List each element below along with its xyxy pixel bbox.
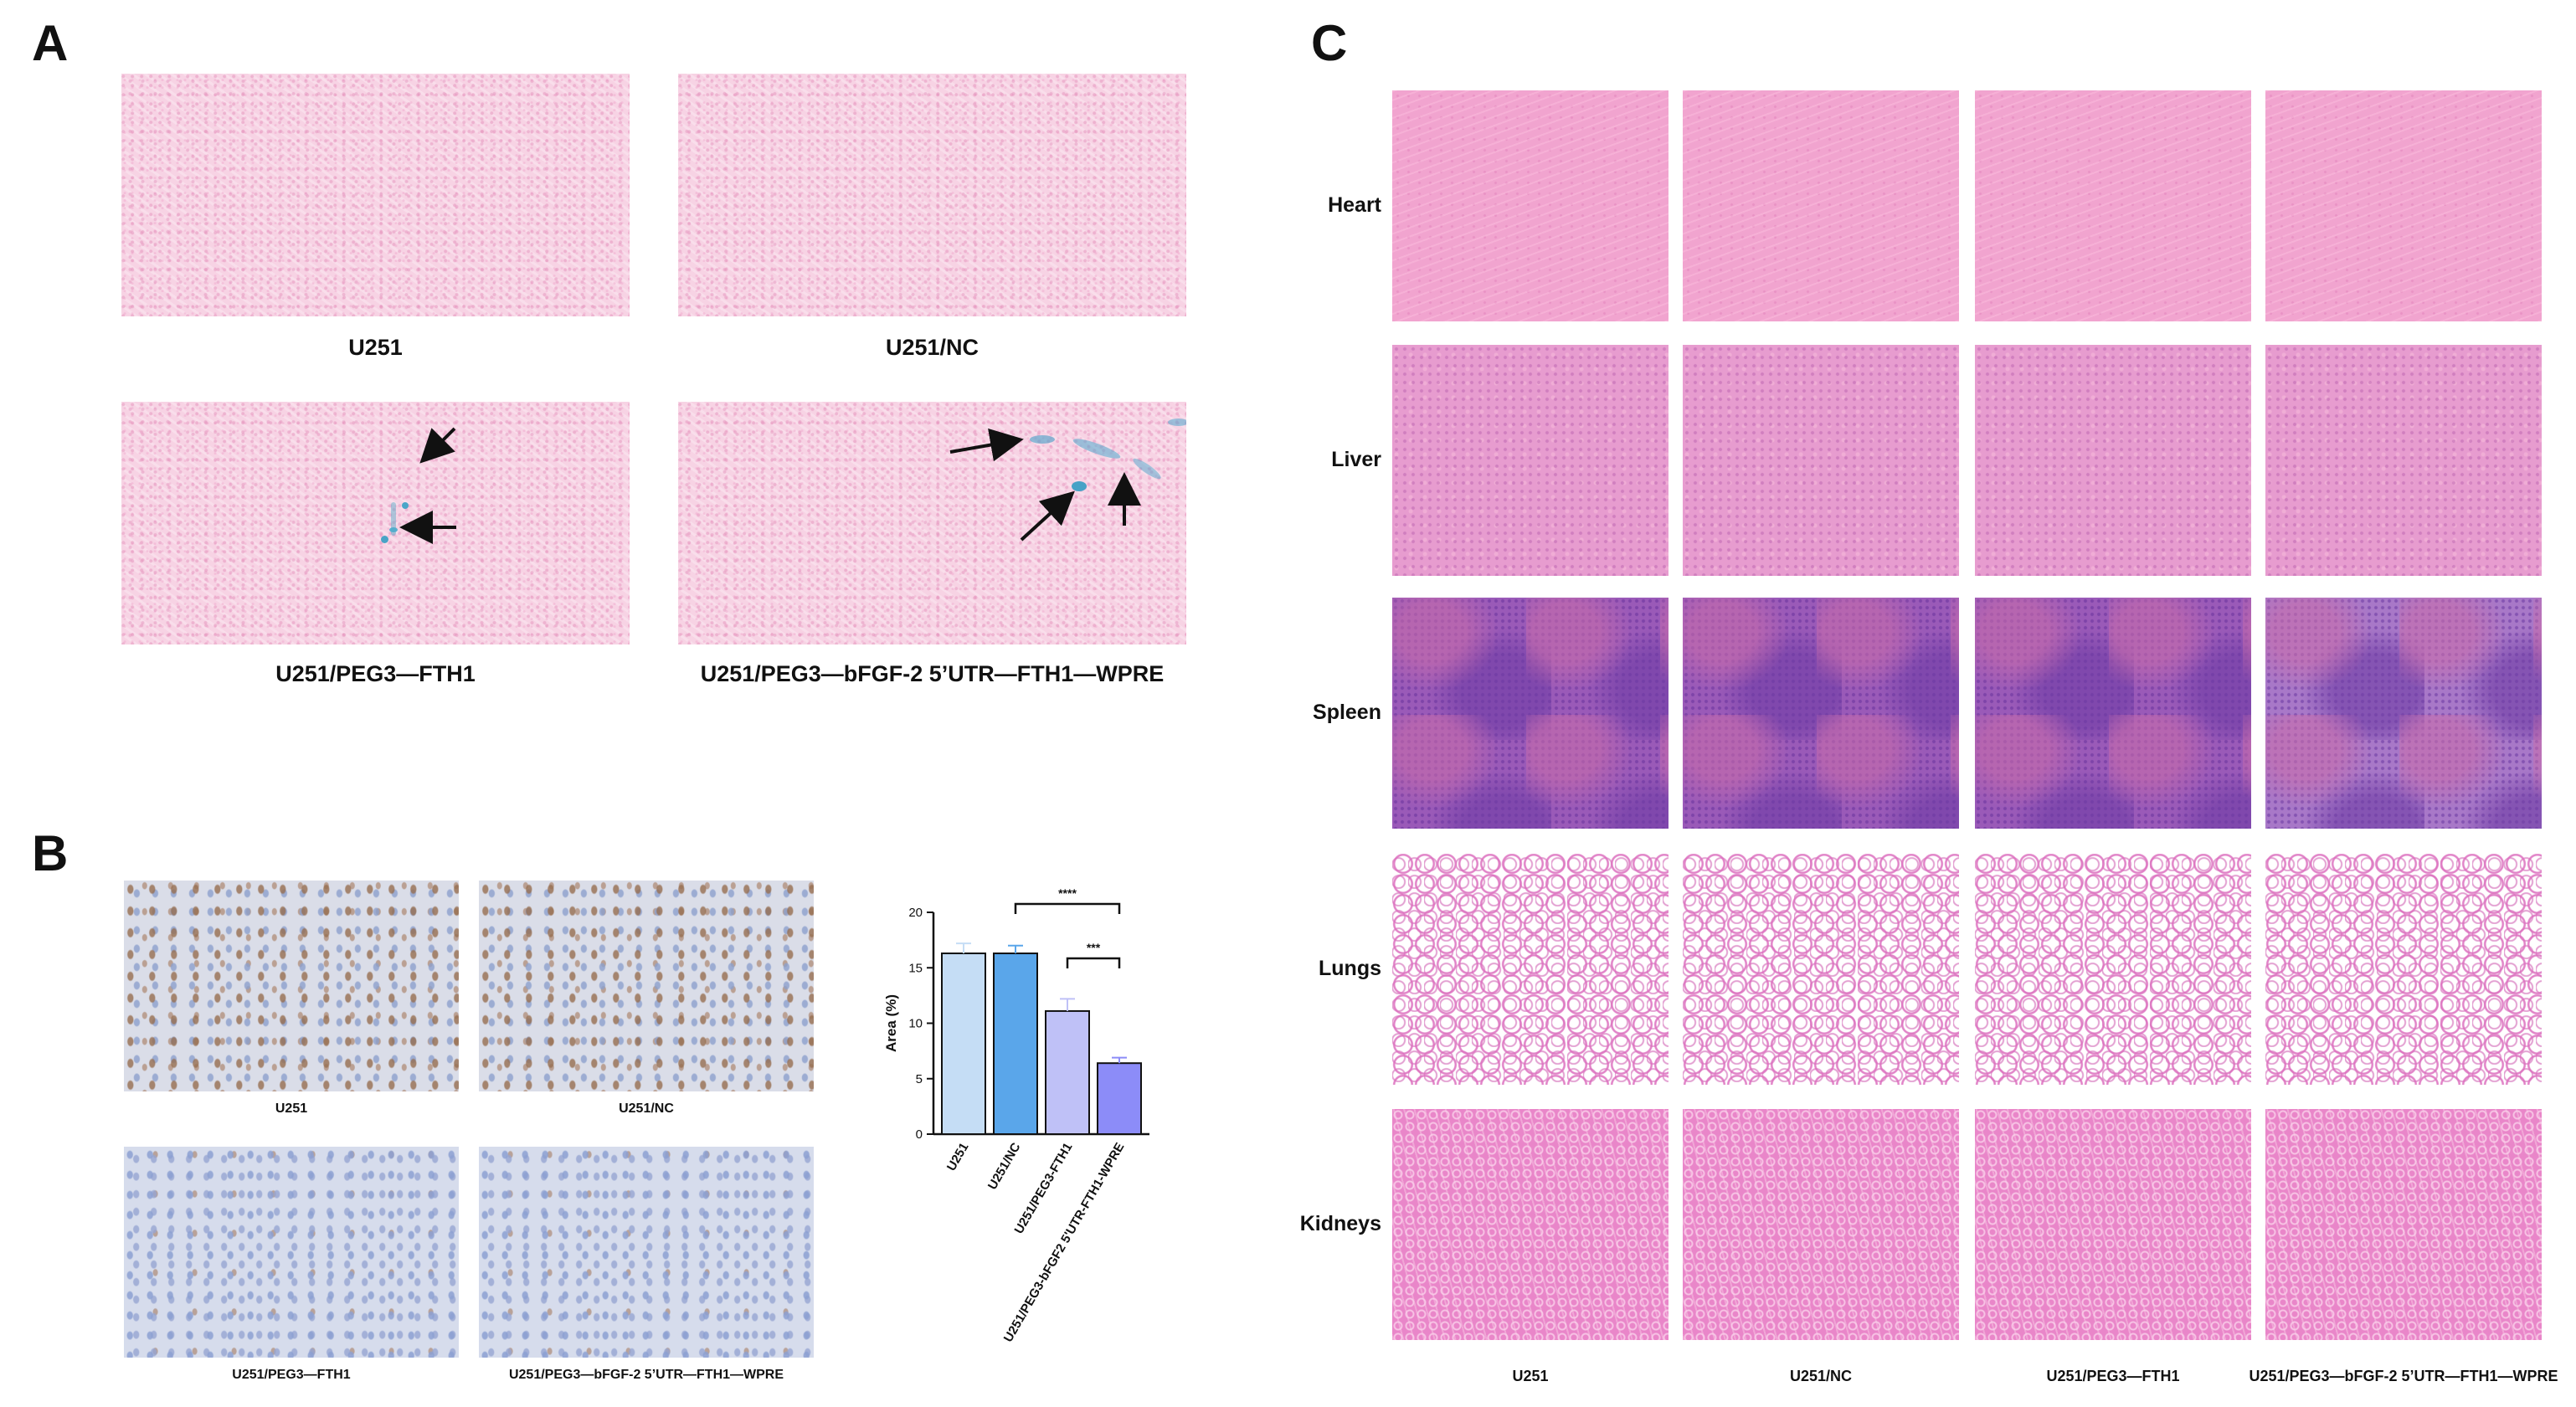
- he-image-lungs-2: [1975, 854, 2251, 1085]
- row-label-lungs: Lungs: [1319, 957, 1381, 980]
- bar-3: [1097, 1062, 1142, 1135]
- caption-b-peg3-fth1: U251/PEG3—FTH1: [232, 1368, 351, 1382]
- prussian-blue-image-peg3-fth1: [121, 402, 630, 644]
- arrow-icon-group: [399, 427, 456, 544]
- significance-bracket-0: [1014, 902, 1121, 914]
- column-caption-2: U251/PEG3—FTH1: [2046, 1368, 2180, 1384]
- y-tick-label: 10: [908, 1017, 923, 1031]
- he-image-lungs-0: [1392, 854, 1668, 1085]
- he-image-spleen-3: [2265, 598, 2542, 829]
- ihc-image-peg3-fth1: [124, 1147, 459, 1358]
- bar-chart-svg: 0 5 10 15 20 Area (%) U251 U251/NCU251/PEG3-FTH…: [883, 886, 1149, 1345]
- caption-a-peg3-fth1: U251/PEG3—FTH1: [275, 661, 476, 686]
- he-image-liver-2: [1975, 345, 2251, 576]
- ihc-image-peg3-bfgf2: [479, 1147, 814, 1358]
- he-image-spleen-0: [1392, 598, 1668, 829]
- panel-label-c: C: [1311, 15, 1348, 71]
- category-label-1: U251/NC: [985, 1140, 1024, 1192]
- y-tick-label: 5: [916, 1072, 923, 1086]
- he-image-liver-0: [1392, 345, 1668, 576]
- arrow-icon-group: [949, 428, 1141, 542]
- he-image-kidneys-3: [2265, 1109, 2542, 1340]
- panel-label-b: B: [32, 825, 69, 881]
- column-caption-1: U251/NC: [1789, 1368, 1853, 1384]
- he-image-liver-1: [1683, 345, 1959, 576]
- row-label-liver: Liver: [1331, 448, 1381, 471]
- significance-label-0: ****: [1058, 886, 1077, 900]
- he-image-liver-3: [2265, 345, 2542, 576]
- caption-b-u251: U251: [275, 1101, 308, 1116]
- bar-0: [941, 953, 986, 1136]
- prussian-blue-image-u251-nc: [678, 74, 1186, 316]
- y-axis-label: Area (%): [883, 994, 899, 1052]
- row-label-kidneys: Kidneys: [1299, 1212, 1381, 1235]
- bar-1: [993, 953, 1038, 1136]
- prussian-blue-image-u251: [121, 74, 630, 316]
- column-caption-0: U251: [1512, 1368, 1549, 1384]
- significance-bracket-1: [1066, 957, 1121, 968]
- y-tick-label: 20: [908, 906, 923, 920]
- ihc-image-u251-nc: [479, 881, 814, 1091]
- he-image-heart-3: [2265, 90, 2542, 321]
- he-image-lungs-1: [1683, 854, 1959, 1085]
- prussian-blue-image-peg3-bfgf2: [678, 402, 1186, 644]
- he-image-kidneys-1: [1683, 1109, 1959, 1340]
- category-label-2: U251/PEG3-FTH1: [1011, 1141, 1075, 1237]
- category-label-0: U251: [944, 1141, 972, 1174]
- ihc-image-u251: [124, 881, 459, 1091]
- he-image-spleen-2: [1975, 598, 2251, 829]
- row-label-spleen: Spleen: [1313, 701, 1381, 724]
- caption-a-peg3-bfgf2: U251/PEG3—bFGF-2 5’UTR—FTH1—WPRE: [700, 661, 1165, 686]
- caption-b-peg3-bfgf2: U251/PEG3—bFGF-2 5’UTR—FTH1—WPRE: [508, 1368, 784, 1382]
- y-tick-label: 15: [908, 961, 923, 975]
- area-bar-chart: 0 5 10 15 20 Area (%) U251 U251/NC U251/PEG3-FTH…: [862, 879, 1264, 1381]
- he-image-lungs-3: [2265, 854, 2542, 1085]
- he-image-kidneys-2: [1975, 1109, 2251, 1340]
- he-image-kidneys-0: [1392, 1109, 1668, 1340]
- caption-a-u251-nc: U251/NC: [885, 335, 979, 360]
- he-image-spleen-1: [1683, 598, 1959, 829]
- caption-a-u251: U251: [348, 335, 403, 360]
- category-label-3: U251/PEG3-bFGF2 5'UTR-FTH1-WPRE: [1001, 1141, 1128, 1345]
- column-caption-3: U251/PEG3—bFGF-2 5’UTR—FTH1—WPRE: [2249, 1368, 2558, 1384]
- he-image-heart-0: [1392, 90, 1668, 321]
- panel-label-a: A: [32, 15, 69, 71]
- he-image-heart-1: [1683, 90, 1959, 321]
- he-image-heart-2: [1975, 90, 2251, 321]
- y-tick-label: 0: [916, 1127, 923, 1142]
- row-label-heart: Heart: [1328, 193, 1381, 217]
- caption-b-u251-nc: U251/NC: [619, 1101, 674, 1116]
- significance-label-1: ***: [1087, 941, 1101, 954]
- bar-2: [1045, 1009, 1090, 1135]
